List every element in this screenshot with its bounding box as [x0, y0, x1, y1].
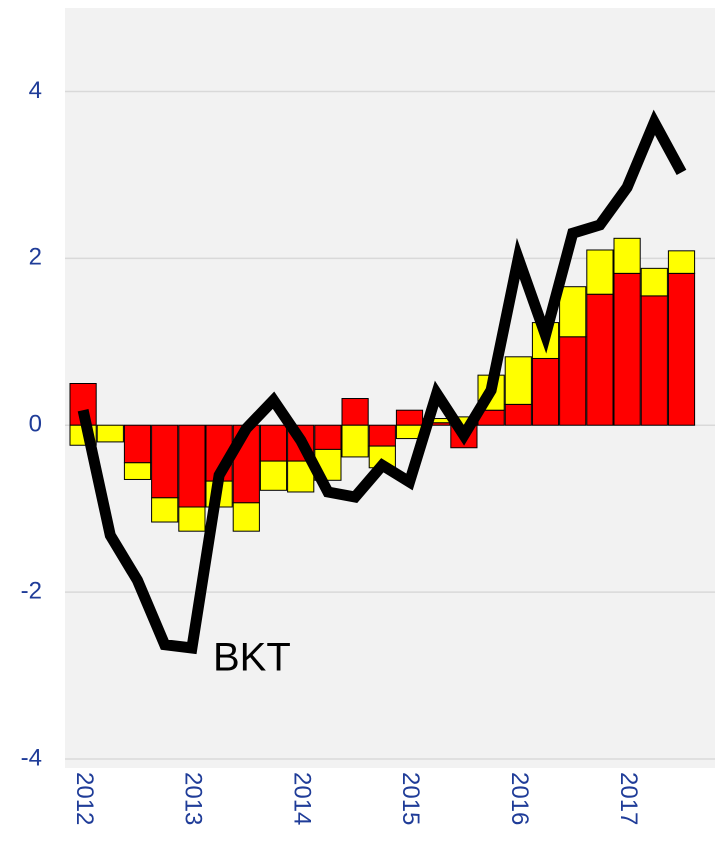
bar: [586, 249, 614, 295]
line-label: BKT: [213, 636, 291, 680]
x-tick-label: 2013: [180, 772, 207, 825]
bar: [259, 424, 288, 462]
bar: [559, 336, 587, 426]
bar: [559, 286, 587, 338]
bar: [667, 272, 696, 426]
bar: [531, 357, 560, 426]
line: [77, 109, 687, 655]
bar: [613, 237, 641, 274]
bar: [123, 424, 152, 464]
bar: [613, 272, 641, 426]
bar: [123, 462, 152, 480]
bar: [368, 424, 396, 447]
bar: [341, 398, 369, 426]
y-tick-label: 2: [29, 244, 42, 271]
bar: [586, 293, 614, 426]
bar: [151, 424, 179, 499]
bar: [314, 424, 342, 450]
x-tick-label: 2017: [615, 772, 642, 825]
bar: [341, 424, 369, 458]
y-tick-label: -4: [21, 744, 42, 771]
x-tick-label: 2014: [288, 772, 315, 825]
bar: [178, 424, 206, 508]
bar: [395, 409, 424, 426]
bar: [504, 403, 532, 426]
x-tick-label: 2012: [71, 772, 98, 825]
bar: [667, 250, 696, 274]
bar: [640, 267, 668, 297]
bar: [640, 295, 668, 426]
bar: [504, 356, 532, 405]
y-tick-label: 0: [29, 411, 42, 438]
bar: [178, 506, 206, 532]
y-tick-label: 4: [29, 77, 42, 104]
bar: [259, 460, 288, 491]
bar: [151, 497, 179, 523]
y-tick-label: -2: [21, 577, 42, 604]
x-tick-label: 2015: [397, 772, 424, 825]
bar: [232, 502, 260, 532]
x-tick-label: 2016: [506, 772, 533, 825]
bar: [96, 424, 124, 443]
